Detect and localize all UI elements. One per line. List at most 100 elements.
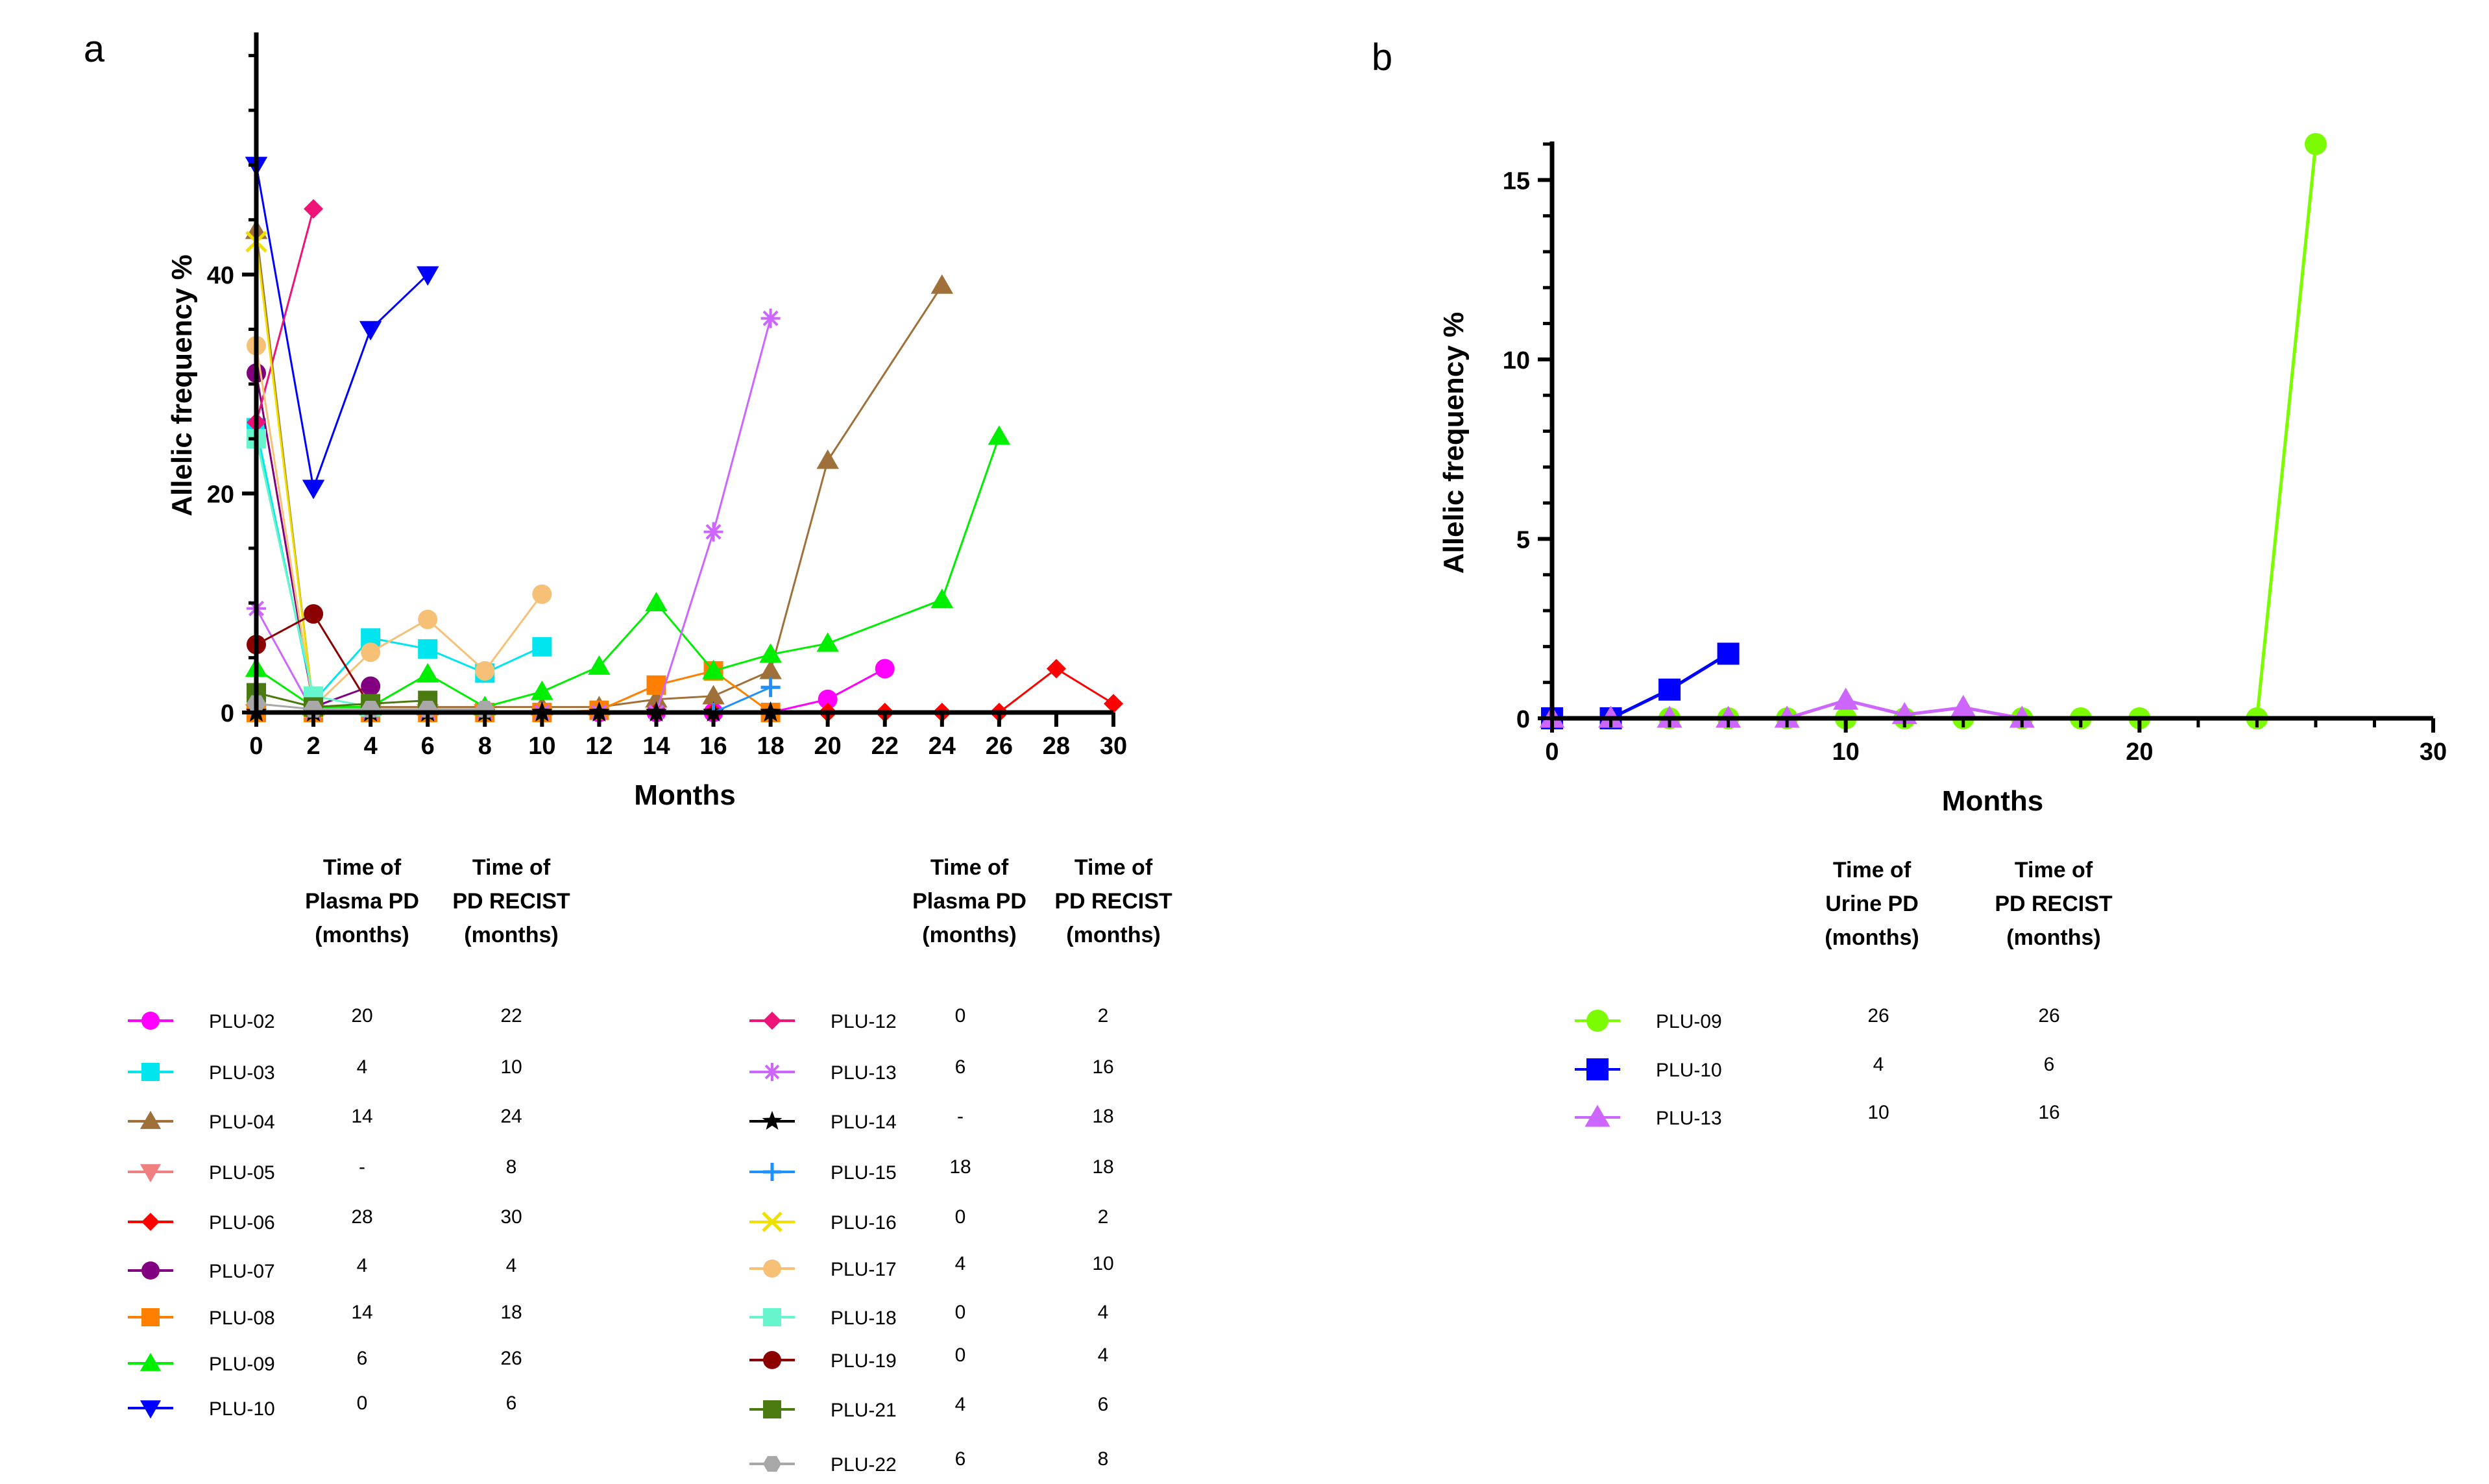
panel-a-series-group (245, 156, 1123, 724)
panel-a-legend-marker-plu-16 (762, 1211, 783, 1232)
panel-b-point-plu-13-5 (1833, 687, 1859, 710)
panel-a-point-plu-10-2 (359, 321, 382, 341)
panel-a-legend-marker-plu-02 (141, 1012, 160, 1030)
panel-a-legend-col1-plu-15: 18 (949, 1156, 971, 1178)
panel-a-legend-name-plu-13: PLU-13 (831, 1062, 897, 1084)
panel-a-table-header-plasma-pd-right: Time of Plasma PD (months) (912, 855, 1026, 947)
panel-a-x-tick-label-28: 28 (1043, 733, 1070, 760)
panel-a-legend-name-plu-21: PLU-21 (831, 1400, 897, 1421)
panel-a-point-plu-17-4 (475, 661, 495, 681)
panel-b-y-tick-label-0: 0 (1516, 706, 1530, 733)
panel-b-y-axis-title: Allelic frequency % (1438, 312, 1470, 574)
panel-b-axes: 0 10 20 30 0 5 10 15 Months Allelic frequency % (1438, 141, 2447, 817)
panel-a-point-plu-07-2 (361, 676, 381, 696)
panel-b-x-tick-label-20: 20 (2126, 738, 2153, 766)
panel-b-label: b (1372, 36, 1392, 79)
panel-a-legend-name-plu-22: PLU-22 (831, 1454, 897, 1476)
panel-a-point-plu-13-8 (703, 522, 723, 542)
panel-a-legend-name-plu-05: PLU-05 (209, 1162, 275, 1184)
panel-a-series-plu-10 (245, 156, 439, 500)
panel-b-legend-col1-plu-09: 26 (1867, 1005, 1889, 1027)
panel-a-legend-marker-plu-03 (141, 1063, 160, 1081)
panel-a-line-plu-17 (255, 345, 543, 709)
panel-a-series-plu-18 (247, 429, 381, 717)
panel-b-legend-col1-plu-10: 4 (1873, 1054, 1884, 1075)
panel-a-y-axis-title: Allelic frequency % (166, 254, 198, 516)
panel-a-point-plu-12-1 (304, 199, 324, 219)
panel-b-legend-item-plu-13: PLU-13 10 16 (1575, 1102, 2060, 1129)
panel-a-x-tick-label-4: 4 (364, 733, 378, 760)
panel-a-legend-col2-plu-16: 2 (1098, 1206, 1109, 1228)
panel-a-point-plu-04-11 (930, 274, 954, 294)
panel-b-x-tick-label-30: 30 (2420, 738, 2447, 766)
panel-b-y-tick-label-10: 10 (1503, 347, 1530, 374)
panel-a-point-plu-10-1 (302, 480, 325, 500)
panel-a-point-plu-13-9 (760, 308, 781, 328)
panel-a-point-plu-19-1 (304, 604, 324, 624)
panel-a-legend-item-plu-07: PLU-07 4 4 (128, 1255, 516, 1282)
panel-b-chart: b 0 10 20 30 0 5 10 15 Months Allelic frequency % (1372, 36, 2447, 817)
panel-a-legend-item-plu-05: PLU-05 - 8 (128, 1156, 516, 1184)
panel-a-legend-marker-plu-08 (141, 1308, 160, 1326)
panel-a-legend-col2-plu-15: 18 (1092, 1156, 1113, 1178)
panel-b-legend-marker-plu-10 (1586, 1058, 1609, 1080)
panel-b-table-header-urine-pd: Time of Urine PD (months) (1825, 858, 1919, 950)
panel-a-series-plu-03 (247, 418, 552, 712)
panel-a-legend-marker-plu-17 (763, 1259, 781, 1278)
panel-a-legend-col1-plu-06: 28 (351, 1206, 372, 1228)
panel-a-point-plu-03-3 (418, 639, 438, 659)
panel-a-x-tick-label-20: 20 (814, 733, 842, 760)
panel-a-table-header-plasma-pd-left: Time of Plasma PD (months) (305, 855, 419, 947)
panel-a-legend-col1-plu-13: 6 (955, 1056, 966, 1078)
panel-a-line-plu-15 (712, 686, 771, 714)
panel-a-legend-item-plu-22: PLU-22 6 8 (749, 1448, 1108, 1476)
panel-b-legend-item-plu-09: PLU-09 26 26 (1575, 1005, 2060, 1032)
panel-a-x-tick-label-18: 18 (757, 733, 784, 760)
panel-a-legend-item-plu-21: PLU-21 4 6 (749, 1394, 1108, 1421)
panel-b-legend-col2-plu-09: 26 (2038, 1005, 2059, 1027)
panel-a-point-plu-02-11 (875, 659, 895, 679)
panel-a-line-plu-06 (256, 667, 1114, 714)
panel-a-point-plu-02-10 (818, 689, 838, 709)
panel-a-legend-item-plu-10: PLU-10 0 6 (128, 1393, 516, 1420)
panel-a-point-plu-09-5 (531, 680, 553, 700)
panel-a-legend-marker-plu-09 (140, 1352, 162, 1371)
panel-a-point-plu-04-7 (645, 688, 668, 708)
panel-a-point-plu-09-12 (988, 425, 1011, 445)
panel-a-legend-marker-plu-13 (763, 1063, 781, 1081)
panel-a-legend-col2-plu-10: 6 (506, 1393, 517, 1414)
panel-a-legend-col2-plu-07: 4 (506, 1255, 517, 1276)
panel-a-point-plu-09-7 (645, 592, 668, 612)
panel-b-x-tick-label-10: 10 (1832, 738, 1860, 766)
panel-a-y-tick-label-40: 40 (207, 262, 234, 289)
panel-a-legend-name-plu-19: PLU-19 (831, 1350, 897, 1372)
panel-a-legend-col2-plu-06: 30 (500, 1206, 522, 1228)
panel-a-legend-item-plu-16: PLU-16 0 2 (749, 1206, 1108, 1234)
panel-a-legend-col1-plu-19: 0 (955, 1344, 966, 1366)
panel-a-legend-name-plu-04: PLU-04 (209, 1112, 275, 1133)
panel-a-point-plu-06-15 (1104, 694, 1123, 714)
panel-a-legend-col1-plu-12: 0 (955, 1005, 966, 1027)
panel-a-x-tick-label-16: 16 (699, 733, 727, 760)
panel-b-legend-table: Time of Urine PD (months) Time of PD RECIST(… (1575, 858, 2113, 1129)
panel-a-legend-col2-plu-14: 18 (1092, 1106, 1113, 1127)
panel-a-legend-item-plu-13: PLU-13 6 16 (749, 1056, 1114, 1084)
panel-a-legend-col1-plu-18: 0 (955, 1302, 966, 1323)
panel-a-legend-col2-plu-13: 16 (1092, 1056, 1113, 1078)
panel-a-y-tick-label-20: 20 (207, 481, 234, 509)
panel-a-point-plu-17-3 (418, 609, 438, 629)
panel-a-y-tick-label-0: 0 (221, 700, 234, 727)
panel-a-legend-col2-plu-03: 10 (500, 1056, 522, 1078)
panel-a-legend-col1-plu-14: - (957, 1106, 964, 1127)
panel-a-point-plu-17-5 (532, 584, 552, 604)
panel-a-x-axis-title: Months (634, 779, 735, 811)
panel-b-series-plu-09 (1541, 133, 2327, 729)
panel-a-legend-item-plu-15: PLU-15 18 18 (749, 1156, 1114, 1184)
panel-a-line-plu-12 (255, 208, 315, 423)
panel-a-legend-col1-plu-08: 14 (351, 1302, 372, 1323)
panel-b-table-header-pd-recist: Time of PD RECIST (months) (1995, 858, 2113, 950)
panel-a-line-plu-16 (255, 241, 315, 707)
panel-a-legend-marker-plu-07 (141, 1261, 160, 1280)
panel-b-legend-col2-plu-10: 6 (2044, 1054, 2055, 1075)
panel-a-legend-name-plu-14: PLU-14 (831, 1112, 897, 1133)
